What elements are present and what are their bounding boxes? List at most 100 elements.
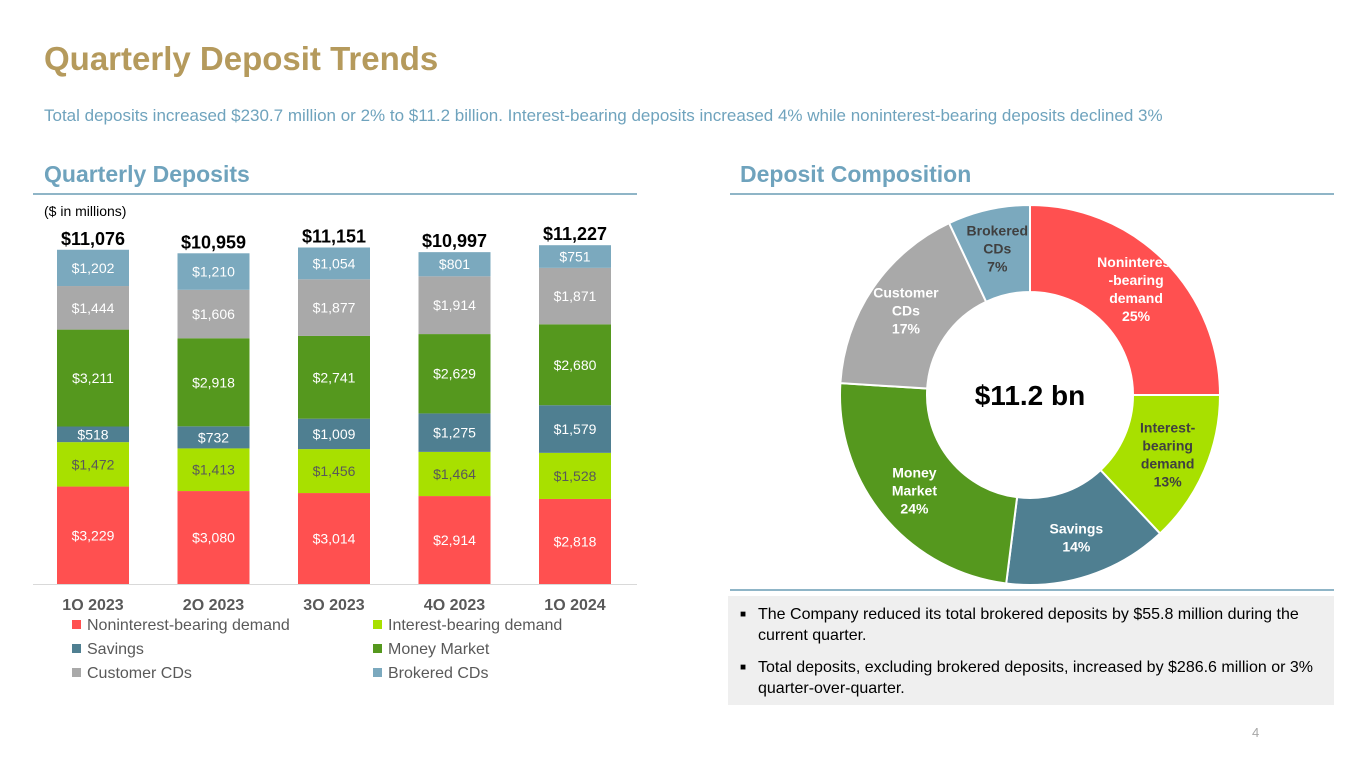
bar-value-label: $3,211 bbox=[72, 370, 114, 386]
legend-label: Brokered CDs bbox=[388, 665, 489, 682]
donut-label-line: Noninterest bbox=[1097, 254, 1175, 270]
bar-segment bbox=[177, 426, 250, 449]
bar-segment bbox=[57, 286, 129, 330]
deposit-composition-heading: Deposit Composition bbox=[740, 161, 972, 187]
donut-label-line: demand bbox=[1109, 290, 1163, 306]
legend-item: Brokered CDs bbox=[373, 665, 488, 683]
bar-value-label: $1,871 bbox=[554, 288, 597, 304]
bar-segment bbox=[418, 252, 491, 277]
bar-segment bbox=[539, 267, 611, 325]
donut-center-label: $11.2 bn bbox=[975, 380, 1086, 411]
bar-segment bbox=[57, 249, 129, 287]
donut-slice bbox=[947, 203, 1031, 304]
bar-value-label: $2,918 bbox=[192, 374, 235, 390]
donut-label-line: CDs bbox=[983, 241, 1011, 257]
bar-value-label: $732 bbox=[198, 429, 229, 445]
donut-slice-label: Customer CDs 17% bbox=[873, 285, 939, 337]
legend-item: Customer CDs bbox=[72, 665, 192, 683]
quarterly-deposits-chart: $3,229 $1,472 $518 $3,211 $1,444 $1,202 $11,07… bbox=[33, 224, 637, 610]
units-label: ($ in millions) bbox=[44, 203, 127, 219]
left-heading-rule bbox=[33, 193, 637, 195]
bar-total-label: $10,997 bbox=[422, 231, 487, 251]
bar-segment bbox=[57, 442, 129, 487]
donut-label-line: demand bbox=[1141, 456, 1195, 472]
right-heading-rule bbox=[730, 193, 1334, 195]
bar-segment bbox=[298, 279, 370, 336]
bar-segment bbox=[298, 247, 370, 280]
bar-segment bbox=[177, 289, 250, 339]
deposit-composition-donut: Noninterest -bearing demand 25% Interest-bea… bbox=[839, 203, 1222, 586]
bar-value-label: $1,877 bbox=[313, 300, 356, 316]
legend-label: Customer CDs bbox=[87, 665, 192, 682]
bar-value-label: $2,629 bbox=[433, 366, 476, 382]
x-tick-label: 2Q 2023 bbox=[183, 597, 244, 610]
page-number: 4 bbox=[1252, 725, 1260, 740]
donut-slice-label: Noninterest -bearing demand 25% bbox=[1097, 254, 1175, 324]
donut-slice-label: Brokered CDs 7% bbox=[967, 223, 1028, 275]
donut-label-line: 13% bbox=[1154, 474, 1183, 490]
x-tick-label: 1Q 2024 bbox=[544, 597, 605, 610]
bar-value-label: $801 bbox=[439, 256, 470, 272]
donut-label-line: 7% bbox=[987, 259, 1008, 275]
bar-segment bbox=[57, 486, 129, 584]
bar-segment bbox=[418, 276, 491, 335]
note-text: Total deposits, excluding brokered depos… bbox=[758, 659, 1313, 697]
bar-value-label: $3,014 bbox=[313, 531, 356, 547]
bar-value-label: $1,464 bbox=[433, 466, 476, 482]
legend-item: Savings bbox=[72, 641, 144, 659]
donut-label-line: Market bbox=[892, 483, 937, 499]
bar-value-label: $1,606 bbox=[192, 306, 235, 322]
quarterly-deposits-heading: Quarterly Deposits bbox=[44, 161, 250, 187]
x-tick-label: 1Q 2023 bbox=[62, 597, 123, 610]
bar-value-label: $3,229 bbox=[72, 527, 115, 543]
bar-segment bbox=[298, 335, 370, 419]
bar-value-label: $1,444 bbox=[72, 300, 115, 316]
legend-item: Money Market bbox=[373, 641, 489, 659]
legend-swatch bbox=[373, 620, 382, 629]
donut-label-line: Brokered bbox=[967, 223, 1028, 239]
bar-value-label: $1,009 bbox=[313, 426, 356, 442]
page-subtitle: Total deposits increased $230.7 million … bbox=[44, 106, 1163, 125]
bar-segment bbox=[539, 452, 611, 499]
legend-swatch bbox=[72, 668, 81, 677]
bullet-icon: ■ bbox=[740, 609, 747, 620]
donut-label-line: Interest- bbox=[1140, 420, 1196, 436]
donut-label-line: CDs bbox=[892, 303, 920, 319]
legend-label: Money Market bbox=[388, 641, 490, 658]
note-text: The Company reduced its total brokered d… bbox=[758, 606, 1299, 644]
donut-label-line: 17% bbox=[892, 321, 921, 337]
bar-segment bbox=[418, 334, 491, 414]
donut-label-line: 25% bbox=[1122, 308, 1151, 324]
legend-item: Noninterest-bearing demand bbox=[72, 617, 290, 635]
bar-value-label: $751 bbox=[559, 249, 590, 265]
bar-segment bbox=[177, 491, 250, 584]
note-item: ■ Total deposits, excluding brokered dep… bbox=[740, 657, 1318, 699]
x-tick-label: 3Q 2023 bbox=[303, 597, 364, 610]
bar-value-label: $1,579 bbox=[554, 421, 597, 437]
bar-total-label: $11,076 bbox=[61, 229, 125, 249]
bar-segment bbox=[418, 413, 491, 452]
bar-segment bbox=[539, 405, 611, 453]
bar-value-label: $2,680 bbox=[554, 357, 597, 373]
page-title: Quarterly Deposit Trends bbox=[44, 40, 439, 77]
donut-slice bbox=[839, 382, 1019, 585]
notes-box: ■ The Company reduced its total brokered… bbox=[728, 596, 1334, 705]
donut-label-line: 24% bbox=[900, 501, 929, 517]
donut-label-line: Money bbox=[892, 465, 937, 481]
notes-rule bbox=[730, 589, 1334, 591]
bar-segment bbox=[57, 426, 129, 443]
bar-segment bbox=[57, 329, 129, 427]
bar-value-label: $1,210 bbox=[192, 264, 235, 280]
bar-total-label: $11,151 bbox=[302, 226, 366, 246]
bar-value-label: $2,914 bbox=[433, 532, 476, 548]
donut-label-line: Savings bbox=[1050, 521, 1104, 537]
legend-label: Interest-bearing demand bbox=[388, 617, 563, 634]
note-item: ■ The Company reduced its total brokered… bbox=[740, 604, 1318, 646]
bar-segment bbox=[177, 253, 250, 290]
donut-slice-label: Interest-bearing demand 13% bbox=[1140, 420, 1196, 490]
bar-total-label: $10,959 bbox=[181, 232, 246, 252]
legend-item: Interest-bearing demand bbox=[373, 617, 562, 635]
legend-label: Noninterest-bearing demand bbox=[87, 617, 290, 634]
legend-swatch bbox=[72, 644, 81, 653]
bar-segment bbox=[177, 338, 250, 427]
